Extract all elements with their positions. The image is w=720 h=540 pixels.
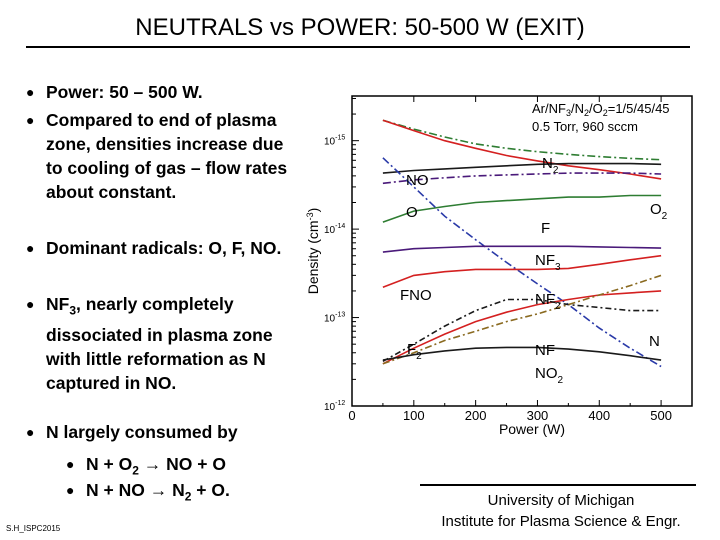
series-line-f2 [382,290,662,365]
x-tick-label: 500 [650,408,672,423]
bullet-dot-icon: ● [26,240,35,256]
slide-title: NEUTRALS vs POWER: 50-500 W (EXIT) [135,14,585,41]
series-line-nf3 [382,157,662,368]
bullet-text: Dominant radicals: O, F, NO. [46,238,282,258]
x-tick-label: 400 [588,408,610,423]
x-tick-label: 0 [348,408,355,423]
footer-university: University of Michigan [487,492,635,509]
series-line-n [382,274,662,365]
plot-frame [351,95,693,407]
series-line-no [382,162,662,174]
series-label: N [649,333,660,350]
series-line-o2 [382,119,662,180]
bullet-text: Power: 50 – 500 W. [46,82,203,102]
bullet-dot-icon: ● [66,456,75,472]
bullet-power: ● Power: 50 – 500 W. [26,80,203,104]
footer-affiliation: University of Michigan Institute for Pla… [416,490,706,532]
chart-axes: 0 100 200 300 400 500 10-12 10-13 10-14 10-15 Powe… [305,95,693,437]
series-label: NF [535,342,555,359]
bullet-dot-icon: ● [26,424,35,440]
series-label: NO [406,172,429,189]
series-label: O [406,204,418,221]
reaction-2: ● N + NO → N2 + O. [66,478,230,509]
bullet-radicals: ● Dominant radicals: O, F, NO. [26,236,296,260]
series-label: FNO [400,287,432,304]
slide-credit: S.H_ISPC2015 [6,524,61,533]
series-line-nf [382,298,662,362]
series-label: F2 [407,341,422,362]
chart-subtitle: 0.5 Torr, 960 sccm [532,119,638,134]
y-tick-label: 10-14 [324,223,345,236]
footer-institute: Institute for Plasma Science & Engr. [441,513,681,530]
y-axis-label: Density (cm-3) [305,208,321,295]
series-label: NO2 [535,365,564,386]
bullet-text: NF3, nearly completely dissociated in pl… [46,294,273,393]
bullet-dot-icon: ● [26,112,35,128]
series-label: F [541,220,550,237]
bullet-dot-icon: ● [26,84,35,100]
title-divider [26,46,690,48]
series-label: O2 [650,201,668,222]
chart-labels: Ar/NF3/N2/O2=1/5/45/450.5 Torr, 960 sccm… [400,101,670,386]
bullet-text: N largely consumed by [46,422,238,442]
series-line-fno [382,245,662,253]
bullet-dot-icon: ● [26,296,35,312]
y-tick-label: 10-13 [324,312,345,325]
reaction-text: N + O2 → NO + O [86,454,226,478]
series-line-f [382,194,662,223]
chart-series [382,119,662,368]
chart-title: Ar/NF3/N2/O2=1/5/45/45 [532,101,670,118]
series-label: NF2 [535,291,561,312]
bullet-dot-icon: ● [66,482,75,498]
arrow-icon: → [149,480,168,500]
arrow-icon: → [143,454,162,474]
series-line-n2 [382,119,662,161]
x-tick-label: 300 [527,408,549,423]
footer-divider [420,484,696,486]
bullet-compared: ● Compared to end of plasma zone, densit… [26,108,296,204]
series-line-nf2 [382,254,662,289]
x-axis-label: Power (W) [499,421,565,437]
series-label: N2 [542,155,559,176]
series-line-o [382,172,662,185]
bullet-text: Compared to end of plasma zone, densitie… [46,110,288,202]
bullet-nf3: ● NF3, nearly completely dissociated in … [26,292,296,395]
y-tick-label: 10-15 [324,135,345,148]
bullet-n-consumed: ● N largely consumed by [26,420,306,444]
reaction-text: N + NO → N2 + O. [86,480,230,504]
reaction-1: ● N + O2 → NO + O [66,452,226,483]
x-tick-label: 200 [465,408,487,423]
y-tick-label: 10-12 [324,400,345,413]
series-label: NF3 [535,252,561,273]
series-line-no2 [382,346,662,361]
x-tick-label: 100 [403,408,425,423]
